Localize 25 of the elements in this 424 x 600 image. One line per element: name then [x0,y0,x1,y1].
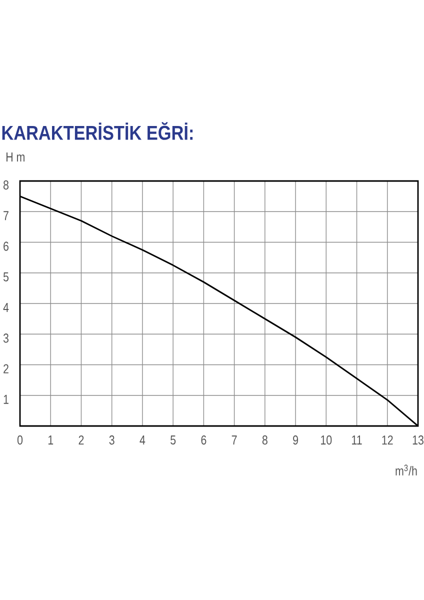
x-tick-label: 6 [201,435,206,445]
y-tick-label: 6 [4,242,8,251]
y-tick-label: 4 [3,303,9,312]
x-tick-label: 7 [232,436,237,444]
x-tick-label: 5 [170,435,176,445]
y-tick-label: 8 [4,180,9,190]
x-tick-label: 0 [17,435,23,445]
y-tick-label: 2 [4,364,8,374]
chart-title: KARAKTERİSTİK EĞRİ: [2,122,193,140]
x-tick-label: 2 [78,435,84,445]
x-tick-label: 11 [352,436,362,444]
x-tick-label: 4 [140,436,146,444]
y-tick-label: 5 [3,272,9,282]
x-tick-label: 10 [321,435,332,445]
y-tick-label: 7 [4,211,8,220]
y-axis-title: H m [6,152,24,162]
y-tick-label: 3 [3,334,8,343]
x-tick-label: 3 [109,435,114,445]
x-tick-label: 1 [48,436,54,444]
x-tick-label: 13 [412,435,424,445]
x-tick-label: 8 [262,435,268,445]
x-tick-label: 12 [382,435,393,445]
x-tick-label: 9 [293,435,298,445]
y-tick-label: 1 [4,394,8,404]
x-axis-title: m$^{3}$/h [396,464,417,476]
